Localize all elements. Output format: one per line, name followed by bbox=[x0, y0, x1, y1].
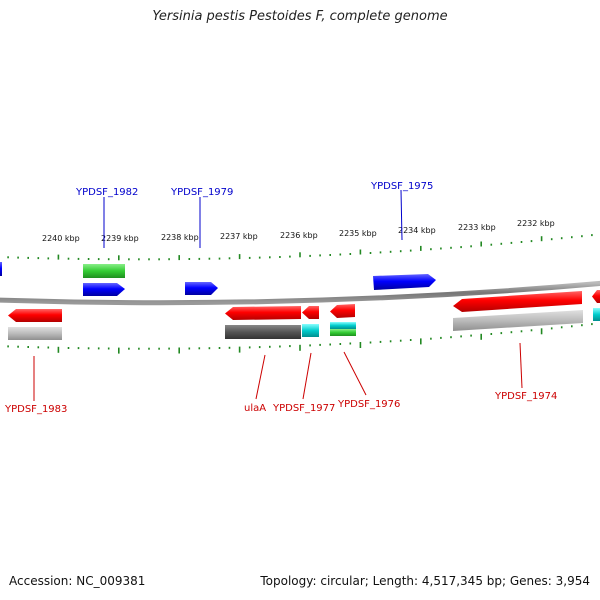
gene-label-ulaA[interactable]: ulaA bbox=[244, 403, 266, 414]
cds-arrow-1979[interactable] bbox=[185, 282, 218, 295]
cds-arrow-1983[interactable] bbox=[8, 309, 62, 322]
forward-gene-labels: YPDSF_1982 YPDSF_1979 YPDSF_1975 bbox=[75, 181, 433, 248]
ruler-label-2236: 2236 kbp bbox=[280, 231, 318, 240]
outer-tick-ruler bbox=[7, 234, 593, 261]
topology-text: Topology: circular; Length: 4,517,345 bp… bbox=[260, 574, 590, 588]
gene-label-1979[interactable]: YPDSF_1979 bbox=[170, 187, 233, 198]
gene-track-1976[interactable] bbox=[330, 329, 356, 336]
reverse-gene-labels: YPDSF_1983 ulaA YPDSF_1977 YPDSF_1976 YP… bbox=[4, 342, 557, 415]
cds-arrow-1982[interactable] bbox=[83, 283, 125, 296]
gene-label-1975[interactable]: YPDSF_1975 bbox=[370, 181, 433, 192]
gene-label-1976[interactable]: YPDSF_1976 bbox=[337, 399, 400, 410]
ruler-label-2232: 2232 kbp bbox=[517, 219, 555, 228]
reverse-features bbox=[8, 290, 600, 340]
cds-arrow-1976[interactable] bbox=[330, 304, 355, 318]
ruler-label-2234: 2234 kbp bbox=[398, 226, 436, 235]
gene-track-1974[interactable] bbox=[453, 310, 583, 331]
leader-line-1976 bbox=[343, 351, 367, 396]
gene-label-1983[interactable]: YPDSF_1983 bbox=[4, 404, 67, 415]
cds-arrow-edge-right[interactable] bbox=[592, 290, 600, 303]
rna-track-edge-right[interactable] bbox=[593, 308, 600, 321]
cds-arrow-1974[interactable] bbox=[453, 291, 582, 312]
cds-edge-left bbox=[0, 262, 2, 276]
gene-track-ulaA[interactable] bbox=[225, 325, 301, 339]
gene-track-1983[interactable] bbox=[8, 327, 62, 340]
gene-label-1974[interactable]: YPDSF_1974 bbox=[494, 391, 557, 402]
cds-arrow-1977[interactable] bbox=[302, 306, 319, 319]
cds-arrow-ulaA[interactable] bbox=[225, 306, 301, 320]
leader-line-1974 bbox=[519, 342, 523, 389]
ruler-labels: 2240 kbp 2239 kbp 2238 kbp 2237 kbp 2236… bbox=[42, 219, 555, 243]
rna-track-1976[interactable] bbox=[330, 322, 356, 329]
ruler-label-2238: 2238 kbp bbox=[161, 233, 199, 242]
ruler-label-2237: 2237 kbp bbox=[220, 232, 258, 241]
accession-text: Accession: NC_009381 bbox=[9, 574, 146, 588]
genome-title: Yersinia pestis Pestoides F, complete ge… bbox=[152, 9, 448, 24]
forward-features bbox=[0, 262, 436, 296]
ruler-label-2235: 2235 kbp bbox=[339, 229, 377, 238]
inner-tick-ruler bbox=[7, 323, 593, 354]
cds-arrow-1975[interactable] bbox=[373, 274, 436, 290]
gene-label-1977[interactable]: YPDSF_1977 bbox=[272, 403, 335, 414]
leader-line-1977 bbox=[302, 352, 312, 400]
ruler-label-2233: 2233 kbp bbox=[458, 223, 496, 232]
leader-line-1975 bbox=[400, 189, 403, 241]
ruler-label-2240: 2240 kbp bbox=[42, 234, 80, 243]
ruler-label-2239: 2239 kbp bbox=[101, 234, 139, 243]
leader-line-ulaA bbox=[255, 354, 266, 400]
genome-backbone bbox=[0, 280, 600, 306]
gene-track-1982[interactable] bbox=[83, 264, 125, 278]
gene-label-1982[interactable]: YPDSF_1982 bbox=[75, 187, 138, 198]
rna-track-1977[interactable] bbox=[302, 324, 319, 337]
